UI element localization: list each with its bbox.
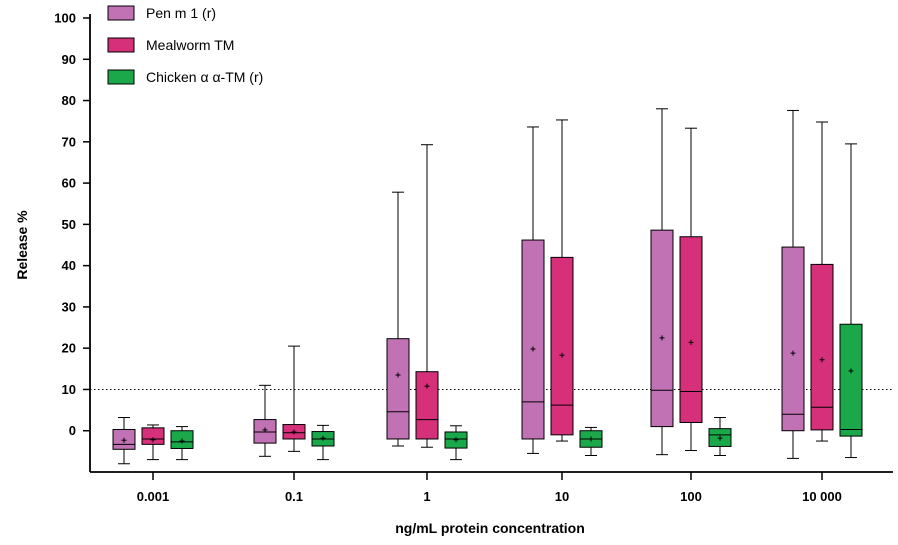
box-0-1 [253, 384, 277, 457]
y-tick-label: 30 [62, 299, 76, 314]
box-2-2 [444, 425, 468, 461]
legend-label: Chicken α α-TM (r) [146, 69, 263, 85]
x-tick-label: 10 000 [802, 489, 842, 504]
legend-swatch [107, 37, 135, 53]
legend-swatch [107, 5, 135, 21]
box-1-2 [415, 144, 439, 448]
y-tick-label: 100 [54, 11, 76, 26]
box-0-5 [781, 109, 805, 459]
box-1-5 [810, 121, 834, 442]
box-1-4 [679, 127, 703, 452]
y-tick-label: 10 [62, 382, 76, 397]
box-1-0 [141, 424, 165, 461]
iqr-box [810, 263, 834, 431]
iqr-box [550, 256, 574, 436]
iqr-box [781, 246, 805, 432]
iqr-box [839, 323, 863, 437]
y-tick-label: 20 [62, 341, 76, 356]
box-2-1 [311, 424, 335, 461]
y-tick-label: 40 [62, 258, 76, 273]
x-tick-label: 0.001 [137, 489, 170, 504]
iqr-box [650, 229, 674, 428]
box-0-4 [650, 108, 674, 456]
y-tick-label: 90 [62, 52, 76, 67]
x-tick-label: 10 [555, 489, 569, 504]
y-tick-label: 0 [69, 423, 76, 438]
y-tick-label: 50 [62, 217, 76, 232]
y-tick-label: 60 [62, 176, 76, 191]
legend-label: Pen m 1 (r) [146, 5, 216, 21]
legend-swatch [107, 69, 135, 85]
x-tick-label: 1 [423, 489, 430, 504]
box-2-3 [579, 426, 603, 456]
y-tick-label: 70 [62, 134, 76, 149]
box-2-0 [170, 426, 194, 461]
x-axis-title: ng/mL protein concentration [395, 520, 585, 536]
iqr-box [521, 239, 545, 440]
legend-label: Mealworm TM [146, 37, 234, 53]
y-tick-label: 80 [62, 93, 76, 108]
box-0-3 [521, 126, 545, 454]
y-axis-title: Release % [14, 210, 30, 280]
iqr-box [415, 371, 439, 440]
box-1-3 [550, 119, 574, 442]
iqr-box [141, 427, 165, 445]
box-1-1 [282, 345, 306, 452]
x-tick-label: 0.1 [285, 489, 303, 504]
box-2-5 [839, 143, 863, 459]
iqr-box [386, 338, 410, 440]
box-2-4 [708, 417, 732, 456]
x-tick-label: 100 [680, 489, 702, 504]
iqr-box [679, 236, 703, 423]
box-0-2 [386, 191, 410, 447]
box-0-0 [112, 417, 136, 465]
